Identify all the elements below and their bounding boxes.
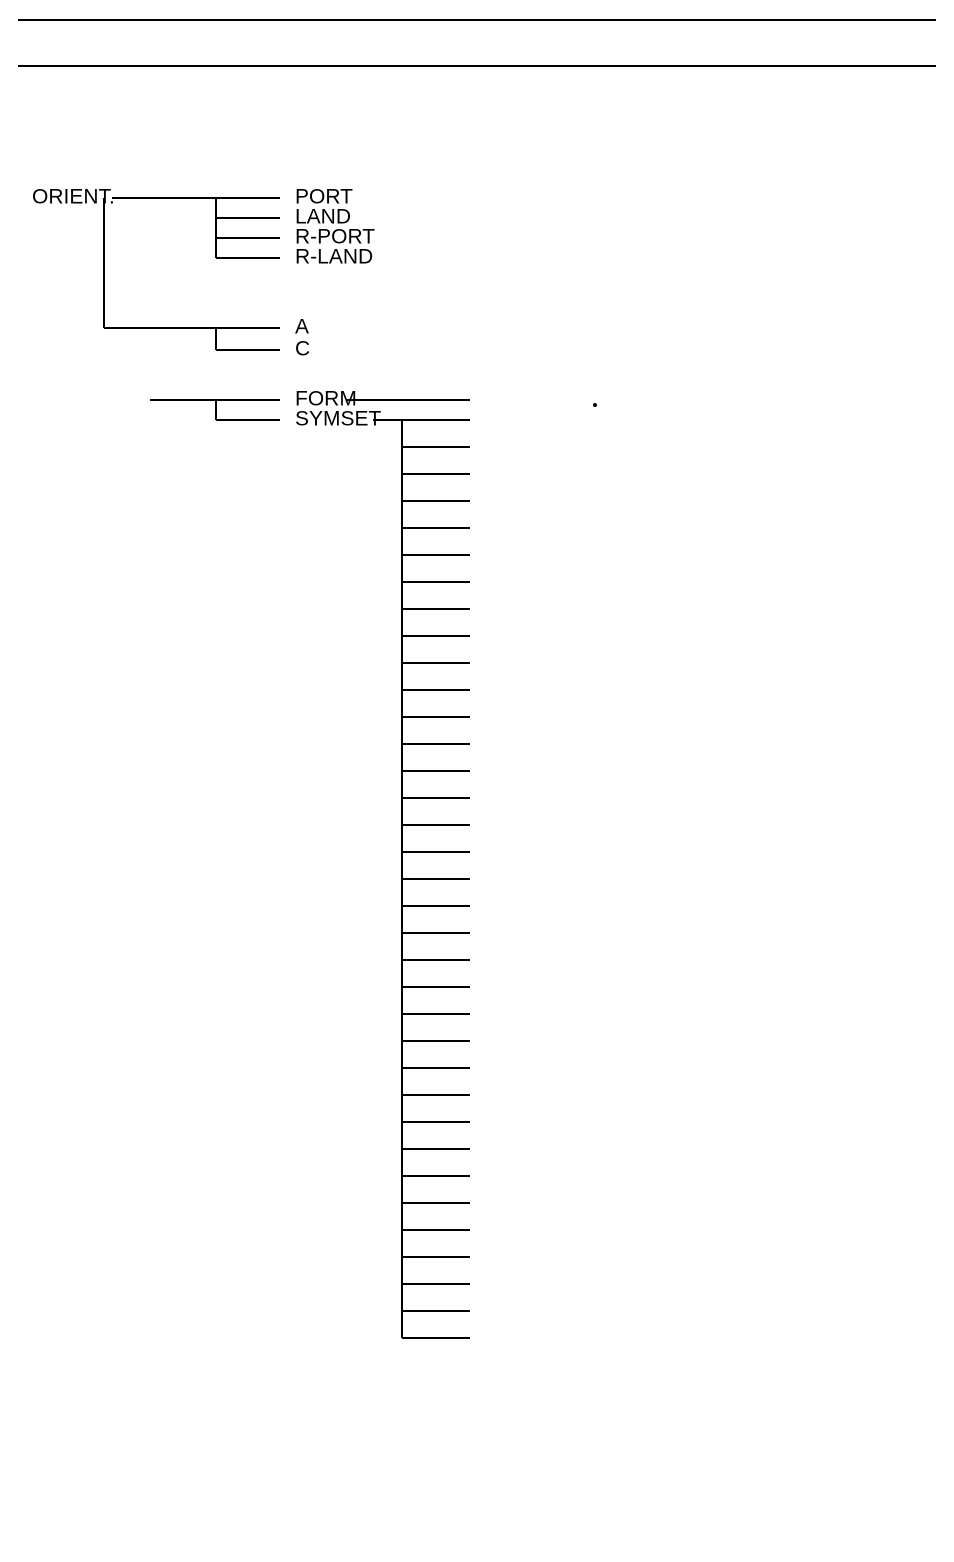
ac-item-0: A — [295, 316, 309, 339]
form-dot — [593, 403, 597, 407]
root-label: ORIENT. — [32, 186, 115, 209]
third-item-1: SYMSET — [295, 408, 382, 431]
orient-item-3: R-LAND — [295, 246, 373, 269]
ac-item-1: C — [295, 338, 310, 361]
